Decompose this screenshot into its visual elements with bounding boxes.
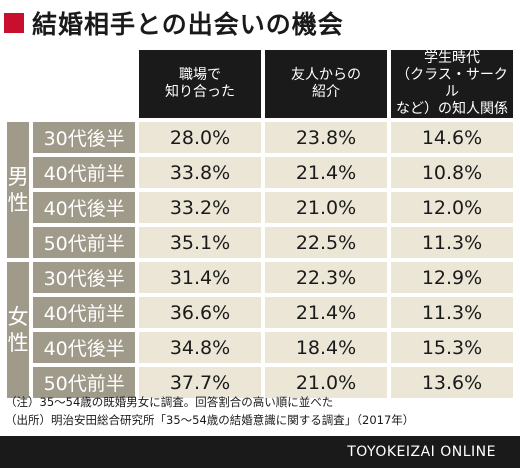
value-cell: 23.8%	[265, 122, 387, 153]
value-cell: 33.8%	[139, 157, 261, 188]
table-row: 女性 30代後半 31.4% 22.3% 12.9%	[7, 262, 513, 398]
title-row: 結婚相手との出会いの機会	[4, 6, 516, 40]
value-cell: 21.0%	[265, 367, 387, 398]
header-row: 職場で 知り合った 友人からの 紹介 学生時代 （クラス・サークル など）の知人関係	[7, 50, 513, 118]
table-row: 男性 30代後半 28.0% 23.8% 14.6%	[7, 122, 513, 258]
value-cell: 15.3%	[390, 332, 513, 363]
value-cell: 37.7%	[139, 367, 261, 398]
column-header: 学生時代 （クラス・サークル など）の知人関係	[390, 50, 513, 118]
value-cell: 10.8%	[390, 157, 513, 188]
value-cell: 36.6%	[139, 297, 261, 328]
value-cell: 22.3%	[265, 262, 387, 293]
column-header: 職場で 知り合った	[139, 50, 261, 118]
value-cell: 11.3%	[390, 227, 513, 258]
table-row: 40代前半 33.8% 21.4% 10.8%	[7, 157, 513, 188]
value-cell: 31.4%	[139, 262, 261, 293]
note-line: （注）35～54歳の既婚男女に調査。回答割合の高い順に並べた	[5, 395, 334, 409]
chart-title: 結婚相手との出会いの機会	[32, 10, 344, 39]
value-cell: 21.4%	[265, 157, 387, 188]
row-label: 40代前半	[33, 157, 136, 188]
value-cell: 21.0%	[265, 192, 387, 223]
table-row: 40代前半 36.6% 21.4% 11.3%	[7, 297, 513, 328]
table-row: 50代前半 37.7% 21.0% 13.6%	[7, 367, 513, 398]
group-label: 男性	[7, 122, 30, 258]
row-label: 40代後半	[33, 332, 136, 363]
value-cell: 12.0%	[390, 192, 513, 223]
header-corner	[7, 50, 136, 118]
value-cell: 13.6%	[390, 367, 513, 398]
value-cell: 14.6%	[390, 122, 513, 153]
row-label: 50代前半	[33, 227, 136, 258]
source-line: （出所）明治安田総合研究所「35～54歳の結婚意識に関する調査」（2017年）	[5, 413, 415, 427]
value-cell: 11.3%	[390, 297, 513, 328]
data-table: 職場で 知り合った 友人からの 紹介 学生時代 （クラス・サークル など）の知人関係 男…	[3, 46, 517, 402]
value-cell: 22.5%	[265, 227, 387, 258]
value-cell: 18.4%	[265, 332, 387, 363]
value-cell: 12.9%	[390, 262, 513, 293]
value-cell: 21.4%	[265, 297, 387, 328]
group-label: 女性	[7, 262, 30, 398]
table-row: 40代後半 33.2% 21.0% 12.0%	[7, 192, 513, 223]
brand-footer: TOYOKEIZAI ONLINE	[0, 436, 520, 468]
value-cell: 35.1%	[139, 227, 261, 258]
notes: （注）35～54歳の既婚男女に調査。回答割合の高い順に並べた （出所）明治安田総…	[5, 393, 517, 429]
table-row: 50代前半 35.1% 22.5% 11.3%	[7, 227, 513, 258]
title-marker-icon	[4, 13, 24, 33]
row-label: 30代後半	[33, 122, 136, 153]
row-label: 30代後半	[33, 262, 136, 293]
value-cell: 34.8%	[139, 332, 261, 363]
row-label: 40代後半	[33, 192, 136, 223]
column-header: 友人からの 紹介	[265, 50, 387, 118]
row-label: 40代前半	[33, 297, 136, 328]
value-cell: 33.2%	[139, 192, 261, 223]
value-cell: 28.0%	[139, 122, 261, 153]
table-row: 40代後半 34.8% 18.4% 15.3%	[7, 332, 513, 363]
table-body: 男性 30代後半 28.0% 23.8% 14.6% 40代前半 33.8% 21.4% 10.…	[7, 122, 513, 398]
row-label: 50代前半	[33, 367, 136, 398]
